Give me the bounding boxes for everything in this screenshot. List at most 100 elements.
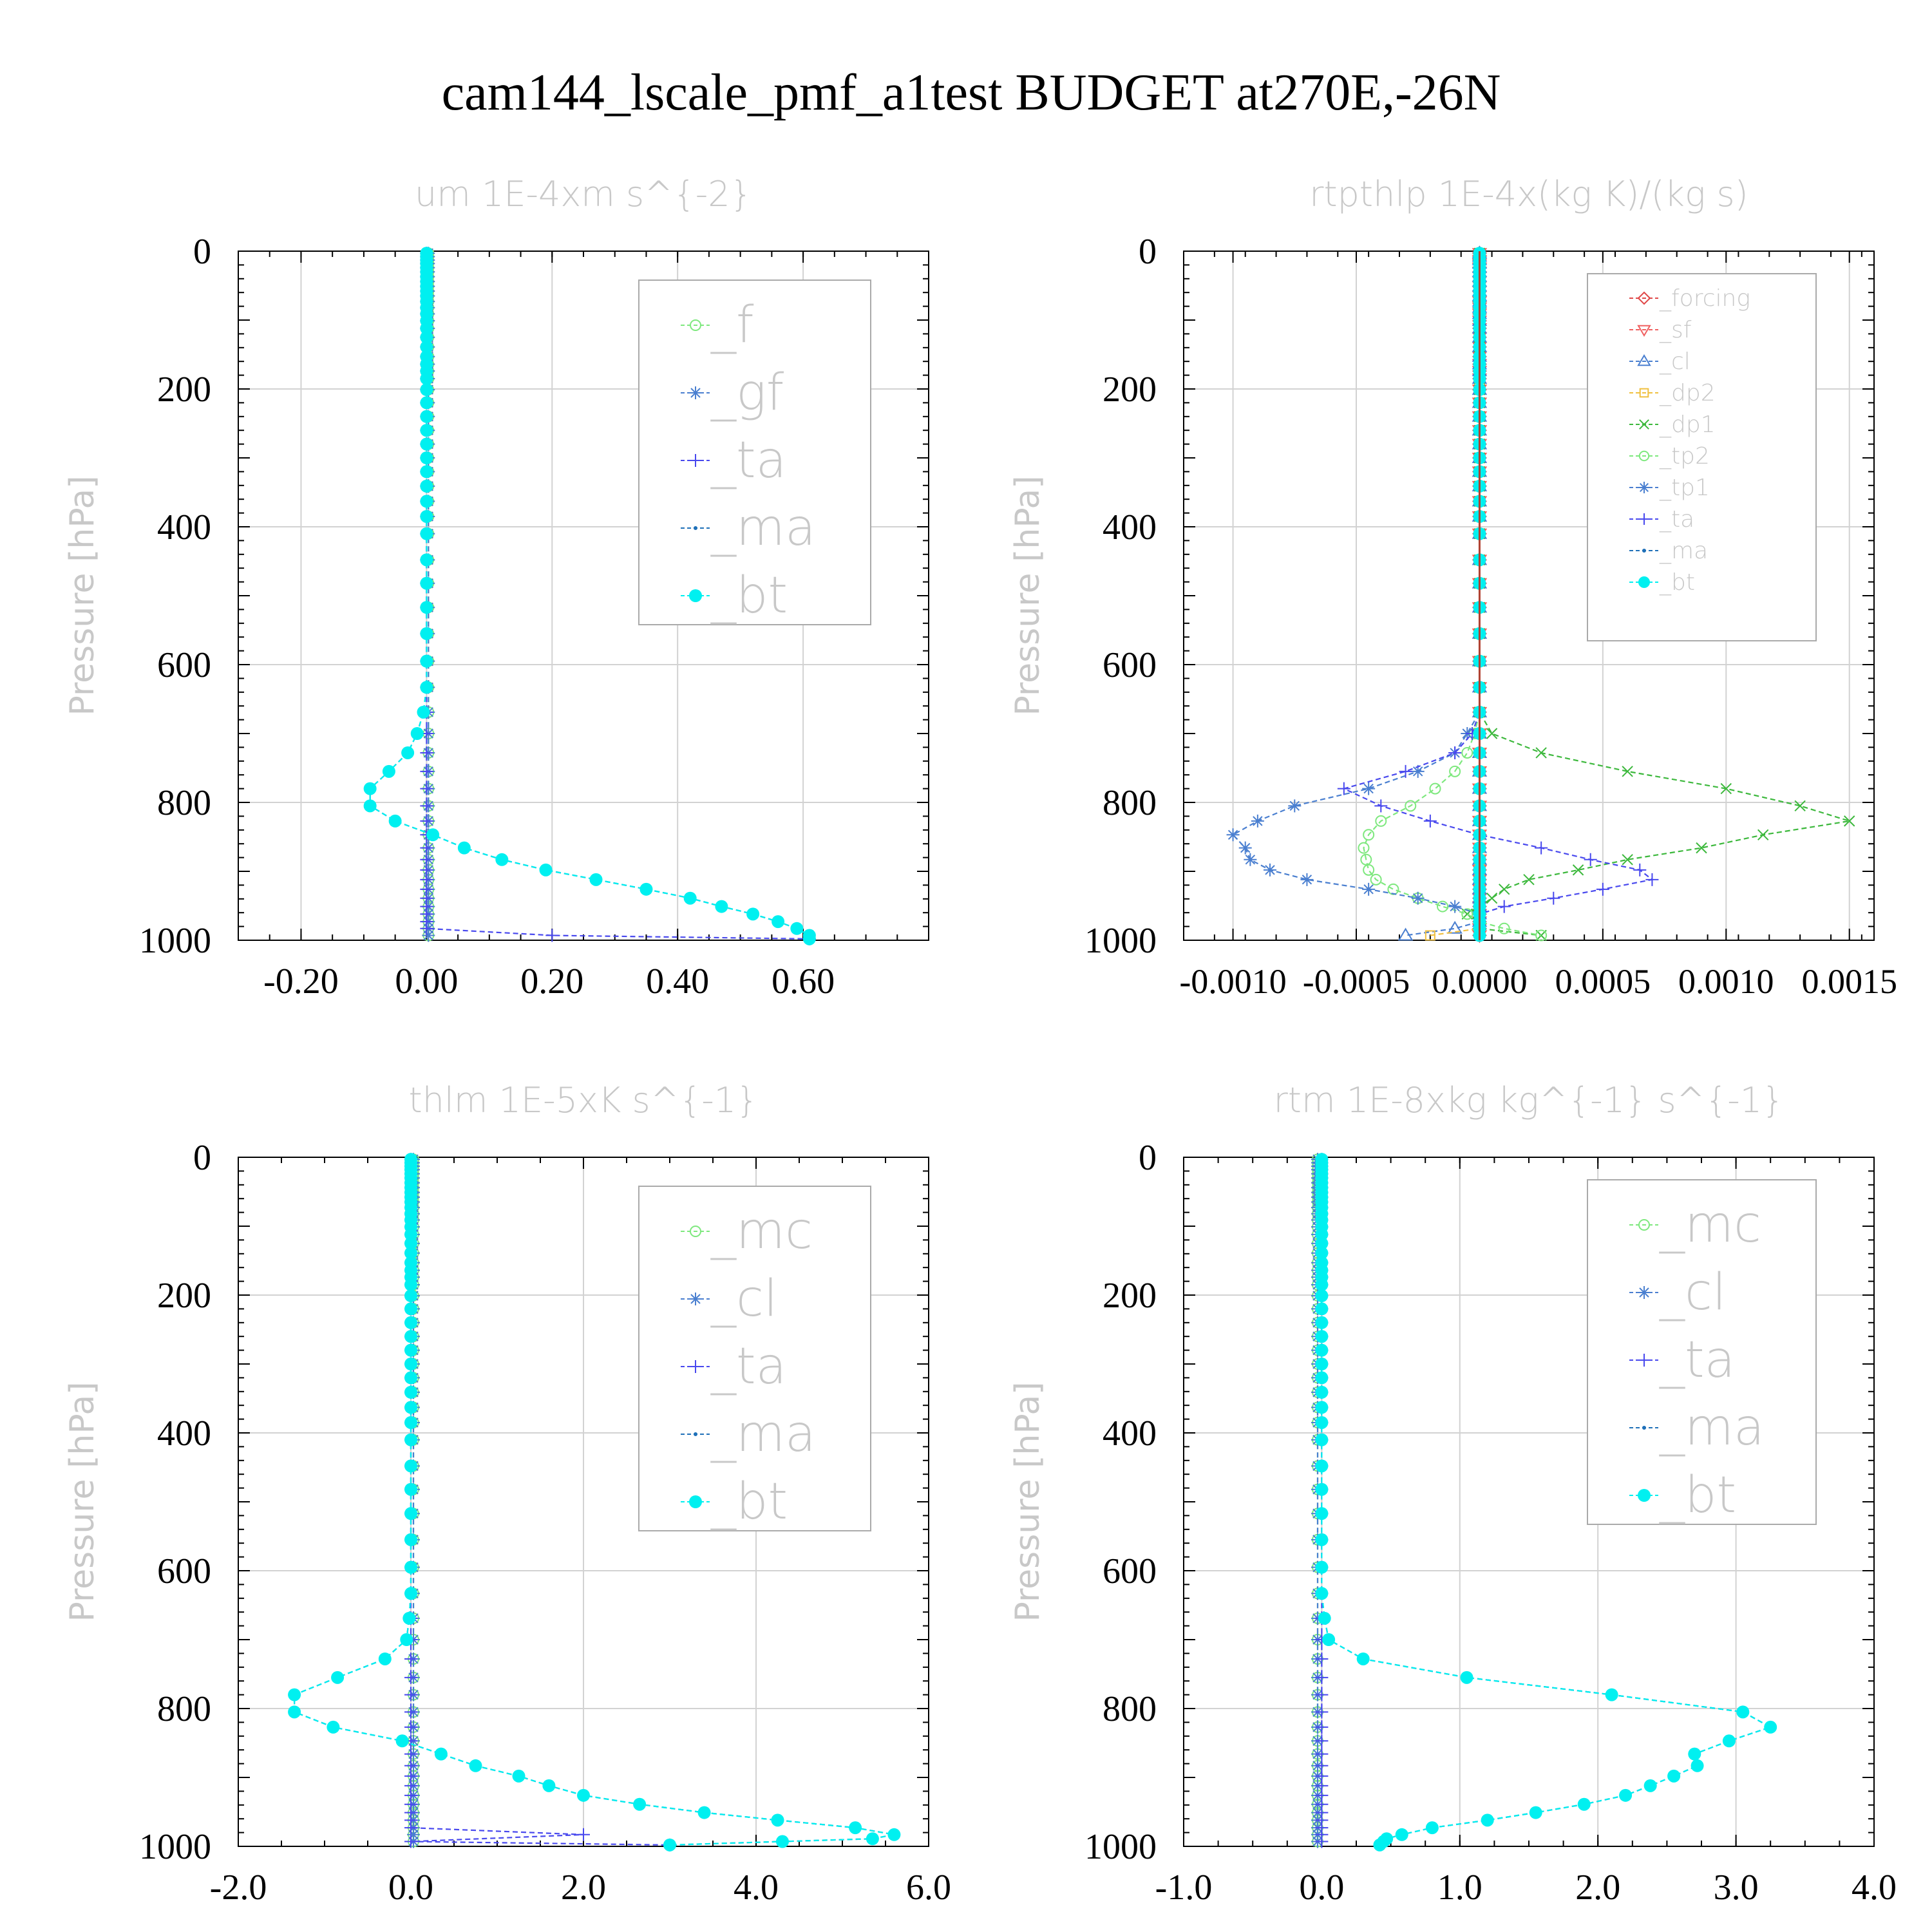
data-point — [1411, 891, 1425, 905]
data-point — [1315, 1236, 1329, 1250]
data-point — [1498, 922, 1510, 934]
x-tick-label: -0.0010 — [1179, 962, 1286, 1001]
legend-item-bt: _bt — [681, 567, 788, 625]
legend-marker — [689, 589, 702, 602]
data-point — [1460, 1671, 1473, 1684]
legend-label: _ta — [710, 431, 786, 489]
data-point — [1486, 893, 1498, 904]
panel-title: um 1E-4xm s^{-2} — [415, 174, 752, 214]
data-point — [1720, 782, 1732, 795]
data-point — [404, 1433, 417, 1446]
series-bt — [1315, 1153, 1777, 1852]
data-point — [1315, 1385, 1329, 1399]
legend-label: _ta — [1659, 506, 1694, 533]
data-point — [404, 1705, 417, 1719]
data-point — [363, 799, 377, 813]
data-point — [1315, 1343, 1329, 1357]
data-point — [404, 1316, 417, 1329]
data-point — [404, 1821, 417, 1835]
x-tick-label: 2.0 — [1575, 1868, 1620, 1908]
y-tick-label: 0 — [1139, 232, 1157, 272]
data-point — [1448, 900, 1462, 913]
ticks — [238, 251, 929, 941]
data-point — [404, 1289, 417, 1303]
legend-box — [1587, 273, 1817, 641]
data-point — [404, 1371, 417, 1385]
data-point — [420, 746, 433, 759]
data-point — [404, 1835, 417, 1848]
legend-item-bt: _bt — [681, 1473, 788, 1531]
data-point — [420, 495, 433, 508]
y-tick-label: 1000 — [1084, 1827, 1157, 1867]
legend-marker — [1639, 419, 1649, 430]
data-point — [1688, 1747, 1701, 1761]
data-point — [1395, 1828, 1408, 1841]
legend-label: _gf — [710, 364, 784, 422]
ticks — [1183, 1157, 1875, 1847]
data-point — [420, 410, 433, 423]
data-point — [404, 1278, 417, 1291]
data-point — [1622, 766, 1633, 777]
data-point — [404, 1330, 417, 1343]
data-point — [1461, 746, 1473, 759]
data-point — [1370, 873, 1382, 886]
data-point — [790, 922, 804, 935]
data-point — [772, 915, 785, 929]
data-point — [404, 1385, 417, 1399]
legend-item-f: _f — [681, 296, 754, 354]
legend-label: _cl — [710, 1270, 778, 1328]
legend-marker — [1638, 576, 1650, 588]
legend-marker — [694, 1432, 697, 1436]
data-point — [715, 900, 728, 913]
x-tick-label: -2.0 — [210, 1868, 267, 1908]
x-tick-label: 0.00 — [395, 961, 458, 1001]
legend: _forcing _sf _cl _dp2 _dp1 _tp2 _tp1 _ta _ma _bt — [1587, 273, 1817, 641]
legend-marker — [1637, 354, 1651, 366]
legend: _mc _cl _ta _ma _bt — [1587, 1179, 1817, 1525]
data-point — [1362, 882, 1376, 896]
data-point — [633, 1797, 647, 1811]
data-point — [363, 782, 377, 795]
legend-item-bt: _bt — [1629, 1466, 1736, 1524]
data-point — [420, 782, 433, 795]
data-point — [1363, 864, 1375, 876]
y-tick-label: 400 — [157, 1414, 211, 1454]
legend-label: _tp1 — [1659, 475, 1710, 501]
data-point — [1315, 1302, 1329, 1316]
series-line — [1466, 253, 1850, 936]
legend-label: _ma — [1659, 538, 1708, 564]
data-point — [1244, 853, 1257, 866]
data-point — [577, 1788, 590, 1802]
data-point — [1667, 1769, 1681, 1783]
data-point — [395, 1734, 409, 1748]
series-line — [1363, 253, 1542, 936]
data-point — [1497, 900, 1511, 913]
x-tick-label: 4.0 — [1852, 1868, 1897, 1908]
data-point — [1572, 864, 1584, 876]
legend-item-gf: _gf — [681, 364, 784, 422]
legend: _f _gf _ta _ma _bt — [638, 279, 871, 625]
data-point — [1397, 927, 1414, 941]
panel-title: rtpthlp 1E-4x(kg K)/(kg s) — [1309, 174, 1748, 214]
legend-marker — [1638, 1286, 1651, 1299]
data-point — [420, 627, 433, 640]
data-point — [1794, 800, 1806, 812]
series-line — [369, 253, 810, 939]
legend-label: _tp2 — [1659, 443, 1710, 469]
legend-label: _mc — [710, 1202, 813, 1260]
data-point — [1423, 814, 1437, 828]
y-tick-label: 1000 — [139, 921, 211, 961]
data-point — [420, 396, 433, 410]
legend-item-tp1: _tp1 — [1629, 475, 1710, 501]
data-point — [388, 814, 402, 828]
data-point — [420, 340, 433, 354]
data-point — [1315, 1734, 1329, 1748]
data-point — [1251, 814, 1264, 828]
data-point — [331, 1671, 345, 1684]
data-point — [420, 922, 433, 935]
panels: um 1E-4xm s^{-2} Pressure [hPa] 0 200 400 600… — [63, 174, 1897, 1908]
legend-label: _ma — [710, 1405, 816, 1463]
x-tick-label: 0.0015 — [1801, 962, 1897, 1001]
legend-box — [638, 1186, 871, 1531]
x-tick-label: -0.20 — [263, 961, 339, 1001]
